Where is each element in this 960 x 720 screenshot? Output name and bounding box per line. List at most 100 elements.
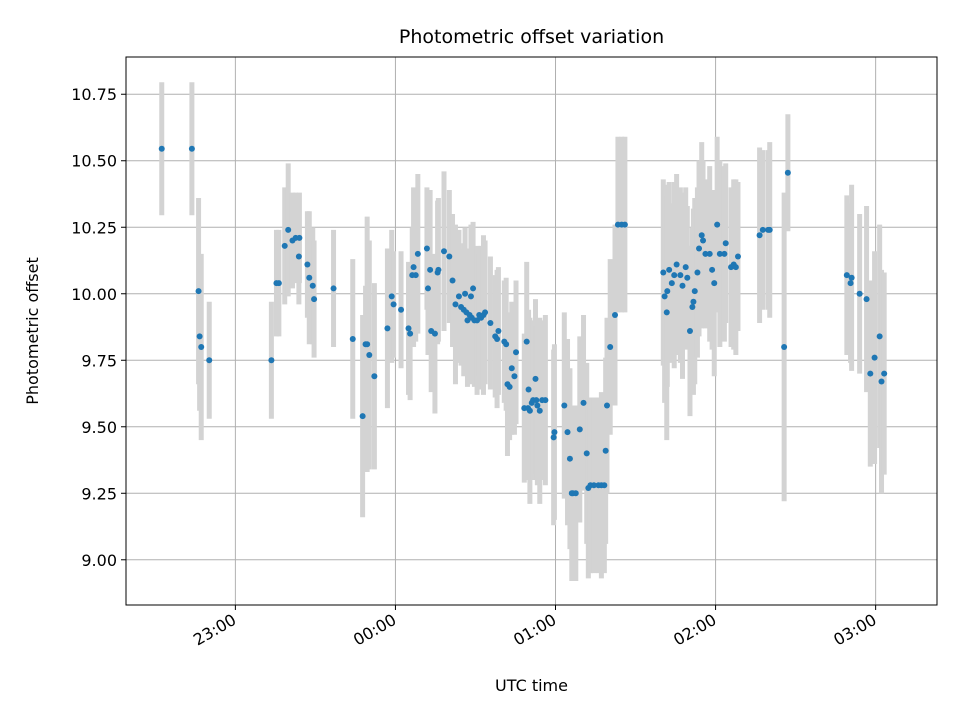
data-point — [871, 354, 878, 361]
data-point — [690, 298, 697, 305]
data-point — [462, 290, 469, 297]
data-point — [686, 328, 693, 334]
data-point — [607, 343, 614, 350]
data-point — [551, 429, 558, 436]
data-point — [281, 242, 288, 249]
data-point — [677, 272, 684, 279]
x-axis-label: UTC time — [495, 676, 568, 695]
data-point — [716, 250, 723, 257]
data-point — [709, 266, 716, 273]
data-point — [694, 269, 701, 276]
data-point — [689, 304, 696, 311]
chart-title: Photometric offset variation — [399, 26, 664, 48]
data-point — [756, 232, 763, 239]
data-point — [661, 293, 668, 300]
data-point — [523, 338, 530, 345]
data-point — [876, 333, 883, 340]
data-point — [424, 285, 431, 292]
data-point — [576, 426, 583, 433]
data-point — [759, 226, 766, 233]
data-point — [503, 341, 510, 348]
data-point — [446, 253, 453, 260]
data-point — [410, 264, 417, 271]
data-point — [679, 282, 686, 289]
data-point — [621, 221, 628, 228]
data-point — [364, 341, 371, 348]
data-point — [848, 274, 855, 281]
data-point — [431, 330, 438, 337]
data-point — [306, 274, 313, 281]
data-point — [412, 272, 419, 279]
data-point — [843, 272, 850, 279]
data-point — [513, 349, 520, 356]
data-point — [784, 169, 791, 176]
data-point — [550, 434, 557, 441]
data-point — [195, 288, 202, 295]
data-point — [525, 386, 532, 393]
data-point — [706, 250, 713, 257]
data-point — [856, 290, 863, 297]
data-point — [268, 357, 275, 364]
data-point — [158, 145, 165, 152]
data-point — [427, 266, 434, 273]
data-point — [580, 399, 587, 406]
data-point — [766, 226, 773, 233]
data-point — [603, 402, 610, 409]
data-point — [423, 245, 430, 252]
data-point — [700, 237, 707, 244]
data-point — [602, 447, 609, 454]
data-point — [781, 343, 788, 350]
data-point — [847, 280, 854, 287]
data-point — [542, 397, 549, 404]
data-point — [398, 306, 405, 313]
data-point — [682, 264, 689, 271]
data-point — [533, 397, 540, 404]
data-point — [666, 266, 673, 273]
y-axis-label: Photometric offset — [23, 257, 42, 405]
data-markers — [158, 145, 888, 497]
data-point — [881, 370, 888, 377]
data-point — [495, 328, 502, 334]
data-point — [532, 375, 539, 382]
data-point — [722, 240, 729, 247]
data-point — [511, 373, 518, 380]
data-point — [296, 234, 303, 241]
data-point — [405, 325, 412, 332]
data-point — [536, 407, 543, 414]
data-point — [295, 253, 302, 260]
data-point — [449, 277, 456, 284]
data-point — [673, 261, 680, 268]
data-point — [664, 288, 671, 295]
y-axis-ticks: 9.00 9.25 9.50 9.75 10.00 10.25 10.50 10.75 — [71, 85, 126, 570]
data-point — [494, 335, 501, 342]
data-point — [487, 320, 494, 327]
data-point — [467, 293, 474, 300]
data-point — [506, 383, 513, 390]
data-point — [721, 250, 728, 257]
data-point — [878, 378, 885, 385]
data-point — [534, 402, 541, 409]
data-point — [691, 288, 698, 295]
data-point — [663, 309, 670, 316]
data-point — [285, 226, 292, 233]
data-point — [359, 413, 366, 420]
data-point — [561, 402, 568, 409]
y-tick-label: 9.00 — [81, 551, 117, 570]
y-tick-label: 10.00 — [71, 285, 117, 304]
y-tick-label: 9.75 — [81, 351, 117, 370]
plot-frame — [125, 56, 938, 606]
data-point — [388, 293, 395, 300]
data-point — [508, 365, 515, 372]
data-point — [696, 245, 703, 252]
data-point — [526, 407, 533, 414]
data-point — [390, 301, 397, 308]
data-point — [601, 482, 608, 489]
data-point — [470, 285, 477, 292]
data-point — [452, 301, 459, 308]
data-point — [702, 250, 709, 257]
y-tick-label: 10.25 — [71, 218, 117, 237]
data-point — [867, 370, 874, 377]
data-point — [407, 330, 414, 337]
data-point — [671, 272, 678, 279]
